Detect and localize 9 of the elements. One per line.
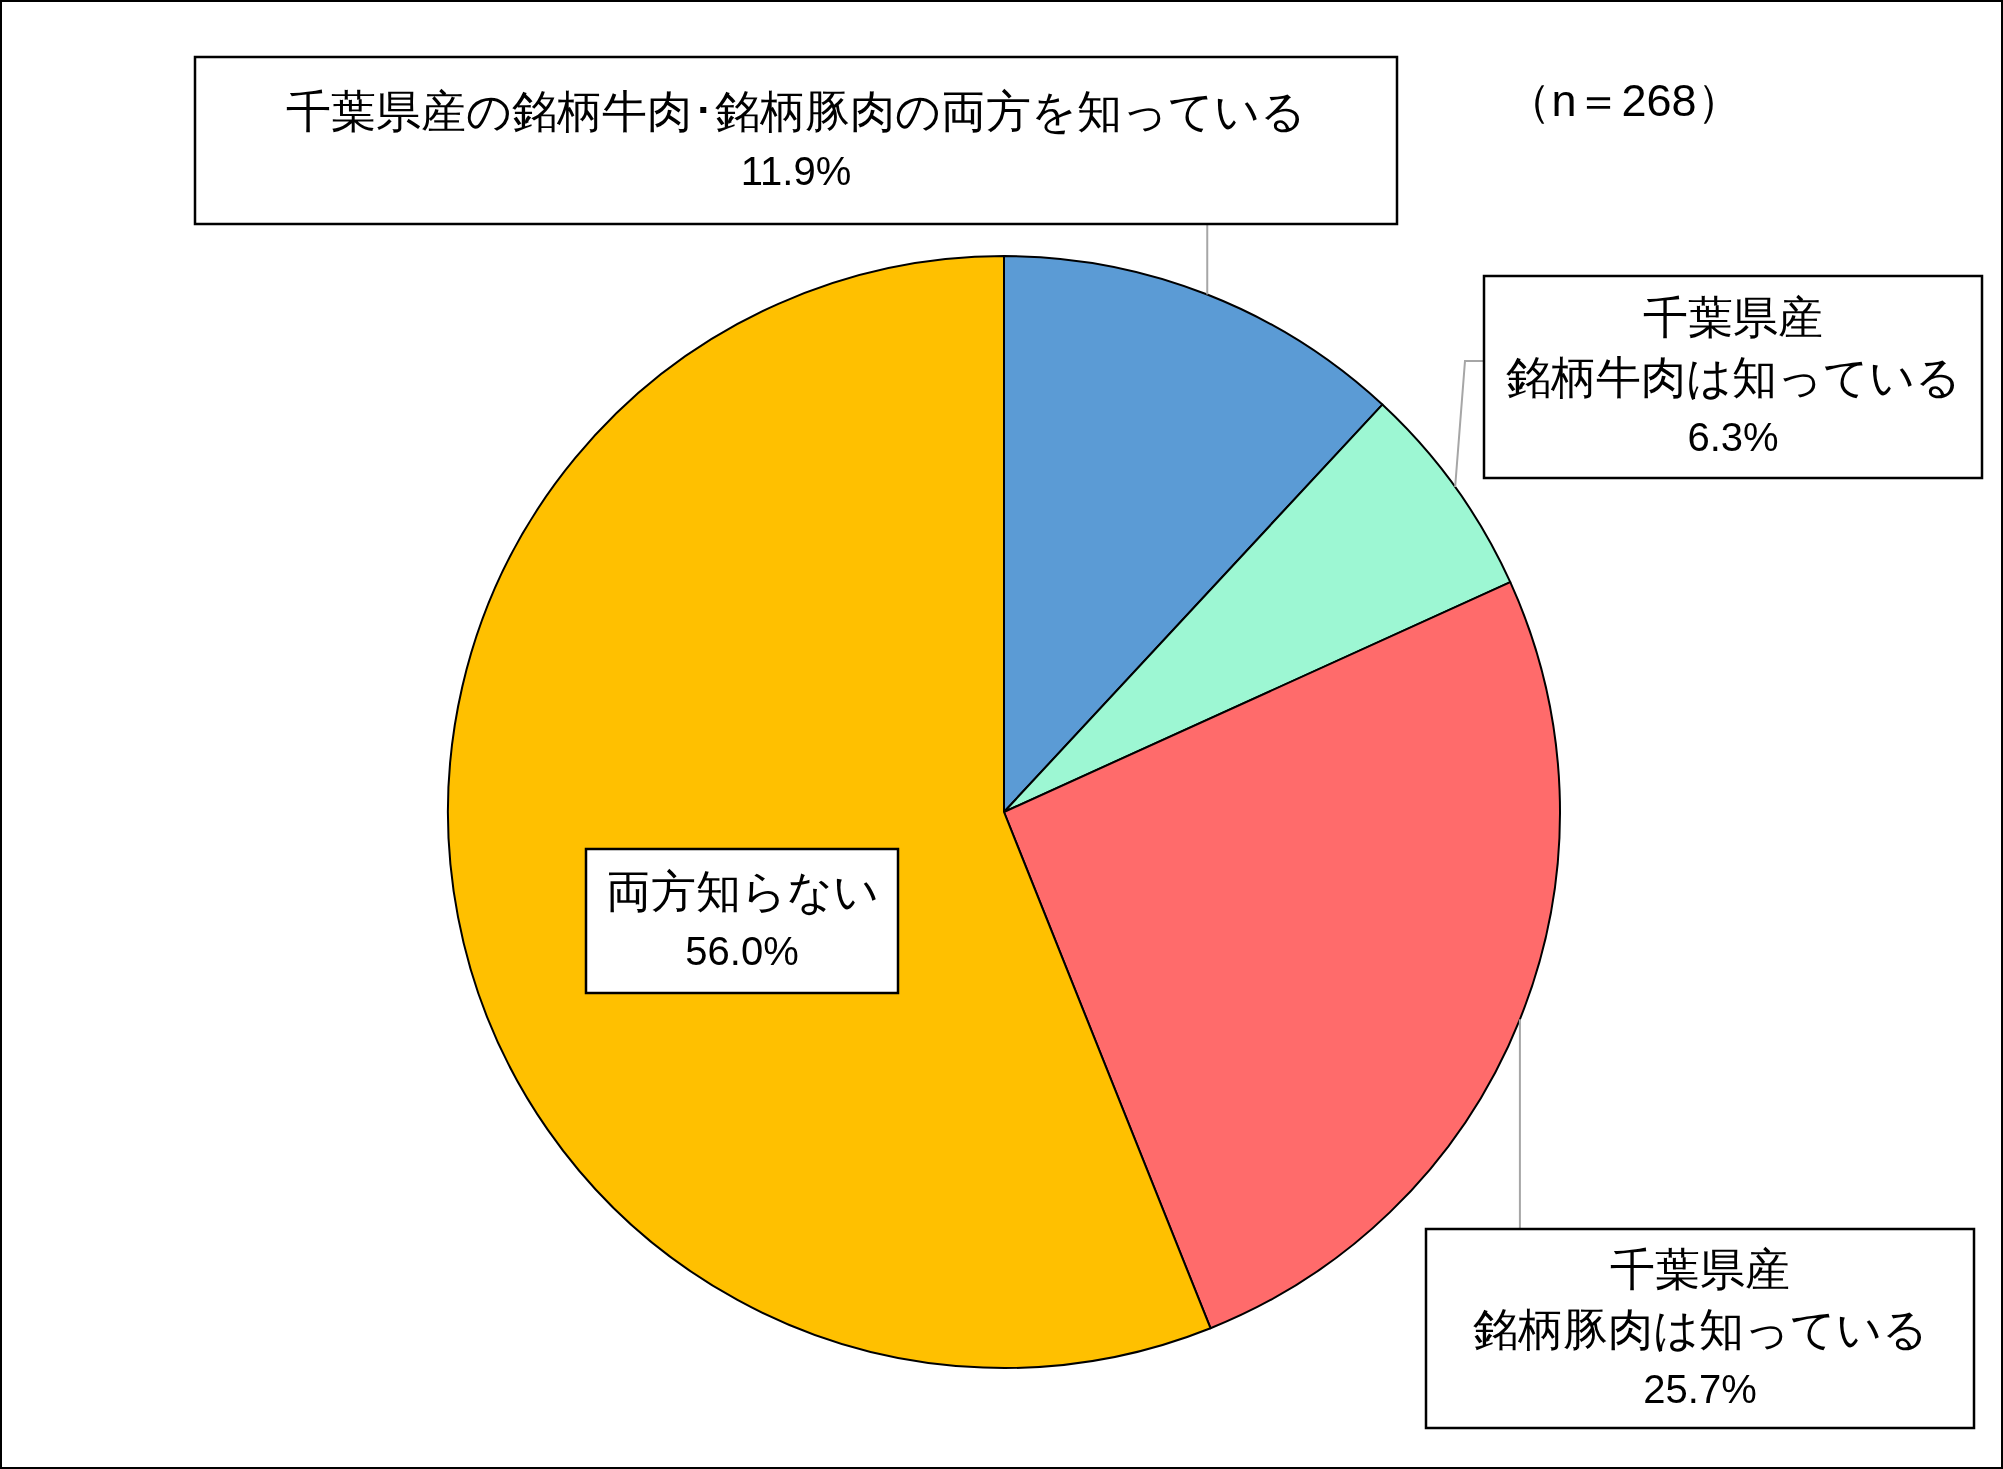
- data-label: 11.9%: [740, 148, 852, 193]
- slice-label: 千葉県産銘柄牛肉は知っている: [1505, 292, 1961, 404]
- data-label: 56.0%: [685, 929, 799, 974]
- text: （n＝268）: [1506, 75, 1742, 127]
- data-label: 25.7%: [1643, 1366, 1757, 1411]
- slice-label: 両方知らない: [605, 866, 879, 918]
- slice-label: 千葉県産銘柄豚肉は知っている: [1472, 1243, 1928, 1355]
- data-label: 6.3%: [1687, 415, 1779, 460]
- slice-label: 千葉県産の銘柄牛肉･銘柄豚肉の両方を知っている: [286, 85, 1306, 137]
